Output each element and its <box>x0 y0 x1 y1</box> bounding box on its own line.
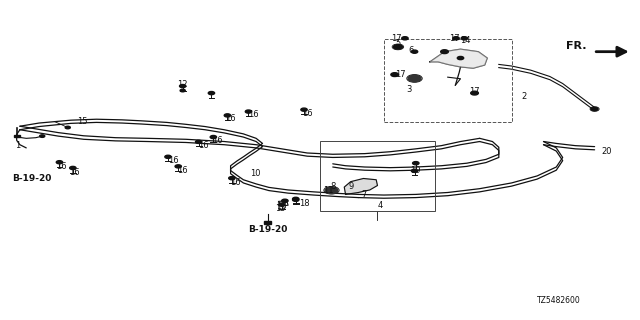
Circle shape <box>40 135 45 137</box>
Text: 15: 15 <box>77 117 88 126</box>
Text: 3: 3 <box>406 85 412 94</box>
Text: 4: 4 <box>378 201 383 210</box>
Circle shape <box>245 110 252 113</box>
Text: 5: 5 <box>396 39 401 48</box>
Circle shape <box>591 108 598 111</box>
Circle shape <box>70 166 76 170</box>
Bar <box>264 221 271 224</box>
Text: 16: 16 <box>168 156 179 164</box>
Text: 13: 13 <box>276 202 287 211</box>
Circle shape <box>412 169 418 172</box>
Circle shape <box>228 177 235 180</box>
Circle shape <box>208 92 214 95</box>
Text: 20: 20 <box>601 147 611 156</box>
Circle shape <box>394 45 403 49</box>
Text: B-19-20: B-19-20 <box>248 225 287 234</box>
Bar <box>320 141 435 211</box>
Text: 10: 10 <box>250 169 260 178</box>
Text: B-19-20: B-19-20 <box>12 174 52 183</box>
Polygon shape <box>344 179 378 195</box>
Text: 15: 15 <box>275 204 286 213</box>
Circle shape <box>292 197 299 200</box>
Text: FR.: FR. <box>566 41 586 51</box>
Bar <box>384 39 511 122</box>
Circle shape <box>458 56 464 60</box>
Circle shape <box>175 165 181 168</box>
Circle shape <box>56 161 63 164</box>
Text: 19: 19 <box>410 166 421 175</box>
Circle shape <box>408 75 421 82</box>
Circle shape <box>441 50 449 53</box>
Text: 9: 9 <box>349 182 354 191</box>
Circle shape <box>461 37 467 40</box>
Text: 17: 17 <box>391 35 402 44</box>
Circle shape <box>412 50 418 53</box>
Text: 16: 16 <box>56 162 67 171</box>
Bar <box>14 135 20 137</box>
Text: 1: 1 <box>15 141 20 150</box>
Circle shape <box>325 187 338 194</box>
Circle shape <box>210 135 216 139</box>
Text: 12: 12 <box>177 80 188 89</box>
Text: 2: 2 <box>521 92 527 101</box>
Text: 16: 16 <box>302 109 312 118</box>
Circle shape <box>165 155 171 158</box>
Text: TZ5482600: TZ5482600 <box>537 296 581 305</box>
Circle shape <box>413 162 419 165</box>
Text: 16: 16 <box>225 114 236 123</box>
Text: 16: 16 <box>248 110 259 119</box>
Circle shape <box>470 91 478 95</box>
Circle shape <box>391 73 399 76</box>
Text: 11: 11 <box>323 186 333 195</box>
Text: 16: 16 <box>177 166 188 175</box>
Text: 16: 16 <box>198 141 209 150</box>
Text: 18: 18 <box>299 199 310 208</box>
Text: 17: 17 <box>449 35 460 44</box>
Circle shape <box>278 203 285 206</box>
Text: 16: 16 <box>230 178 241 187</box>
Circle shape <box>301 108 307 111</box>
Text: 8: 8 <box>331 182 336 191</box>
Circle shape <box>402 37 408 40</box>
Text: 16: 16 <box>69 168 79 177</box>
Circle shape <box>224 114 230 117</box>
Text: 16: 16 <box>212 136 223 145</box>
Circle shape <box>453 37 460 40</box>
Polygon shape <box>430 49 487 68</box>
Circle shape <box>180 89 185 92</box>
Text: 17: 17 <box>396 70 406 79</box>
Text: 6: 6 <box>408 45 413 55</box>
Circle shape <box>180 84 186 88</box>
Circle shape <box>65 126 70 129</box>
Circle shape <box>282 199 288 202</box>
Text: 7: 7 <box>362 189 367 199</box>
Circle shape <box>195 140 202 143</box>
Text: 14: 14 <box>461 36 471 45</box>
Text: 17: 17 <box>469 87 480 96</box>
Circle shape <box>292 198 299 201</box>
